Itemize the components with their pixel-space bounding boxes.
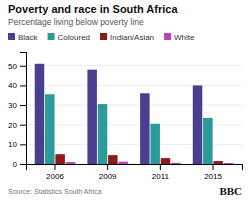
x-tick: 2015 xyxy=(204,164,222,181)
y-tick-label: 30 xyxy=(8,101,17,110)
bar xyxy=(108,155,118,164)
x-tick: 2006 xyxy=(46,164,64,181)
bars xyxy=(35,64,234,164)
x-axis-line xyxy=(27,165,243,171)
y-tick: 50 xyxy=(8,62,26,71)
x-tick-label: 2006 xyxy=(46,172,64,181)
bar xyxy=(171,163,181,164)
bar xyxy=(224,163,234,164)
x-tick-label: 2015 xyxy=(204,172,222,181)
logo: BBC xyxy=(219,185,242,197)
x-axis: 2006 2009 2011 2015 xyxy=(27,164,243,181)
x-tick-label: 2009 xyxy=(99,172,117,181)
bar xyxy=(35,64,45,164)
y-tick-mark xyxy=(20,125,26,126)
legend-swatch xyxy=(48,33,55,40)
source: Source: Statistics South Africa xyxy=(8,188,102,195)
y-tick-mark xyxy=(20,164,26,165)
bar xyxy=(55,154,65,164)
y-tick-label: 40 xyxy=(8,81,17,90)
x-tick-label: 2011 xyxy=(152,172,170,181)
legend-label: Indian/Asian xyxy=(110,33,154,42)
y-tick: 10 xyxy=(8,140,26,149)
subtitle: Percentage living below poverty line xyxy=(8,17,144,27)
plot: 0 10 20 30 40 50 2006 2009 2011 2015 xyxy=(8,53,242,181)
bar xyxy=(98,104,108,164)
y-tick: 20 xyxy=(8,121,26,130)
bar xyxy=(150,124,160,164)
y-tick-mark xyxy=(20,66,26,67)
x-tick-mark xyxy=(213,164,214,170)
bar-series xyxy=(35,64,203,164)
y-tick: 40 xyxy=(8,81,26,90)
bar xyxy=(45,94,55,164)
grid-line xyxy=(26,65,242,66)
y-tick-label: 10 xyxy=(8,140,17,149)
legend-swatch xyxy=(164,33,171,40)
y-axis: 0 10 20 30 40 50 xyxy=(8,53,26,170)
bar xyxy=(118,162,128,164)
bar-series xyxy=(66,162,234,164)
legend-swatch xyxy=(8,33,15,40)
bar xyxy=(193,85,203,164)
bar xyxy=(213,161,223,164)
legend: Black Coloured Indian/Asian White xyxy=(8,33,195,42)
bar xyxy=(66,162,76,164)
legend-item: Indian/Asian xyxy=(100,33,154,42)
legend-item: Coloured xyxy=(48,33,90,42)
bar xyxy=(161,158,171,164)
y-tick-label: 20 xyxy=(8,121,17,130)
legend-item: Black xyxy=(8,33,39,42)
title: Poverty and race in South Africa xyxy=(8,3,178,15)
y-tick-mark xyxy=(20,144,26,145)
legend-label: Black xyxy=(18,33,39,42)
bar xyxy=(203,118,213,164)
y-tick-label: 50 xyxy=(8,62,17,71)
y-tick: 30 xyxy=(8,101,26,110)
bar-series xyxy=(55,154,223,164)
grid xyxy=(26,66,242,164)
legend-label: White xyxy=(174,33,195,42)
y-tick-mark xyxy=(20,85,26,86)
bar-series xyxy=(45,94,213,164)
y-tick-label: 0 xyxy=(13,160,18,169)
x-tick: 2011 xyxy=(152,164,170,181)
legend-swatch xyxy=(100,33,107,40)
x-tick-mark xyxy=(107,164,108,170)
y-axis-line xyxy=(20,53,27,165)
x-tick-mark xyxy=(54,164,55,170)
chart: Poverty and race in South Africa Percenta… xyxy=(0,0,250,200)
y-tick: 0 xyxy=(13,160,26,169)
grid-line xyxy=(26,85,242,86)
x-tick: 2009 xyxy=(99,164,117,181)
bar xyxy=(87,70,97,164)
bar xyxy=(140,93,150,164)
grid-line xyxy=(26,105,242,106)
y-tick-mark xyxy=(20,105,26,106)
legend-label: Coloured xyxy=(58,33,90,42)
legend-item: White xyxy=(164,33,195,42)
x-tick-mark xyxy=(160,164,161,170)
